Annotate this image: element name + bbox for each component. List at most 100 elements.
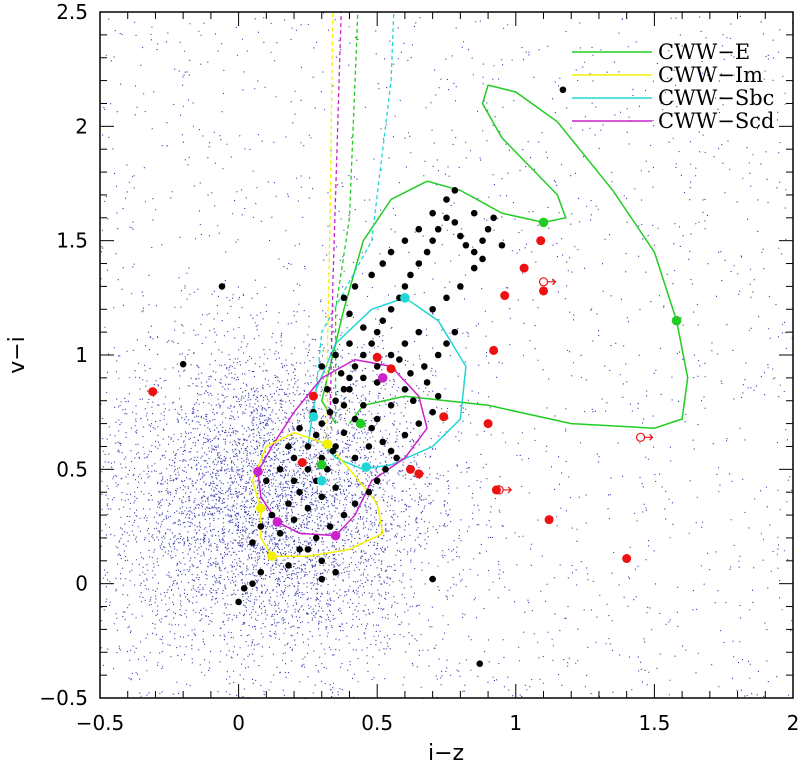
track-dashed-e	[334, 11, 359, 424]
black-point	[429, 408, 436, 416]
x-tick-label: 1.5	[638, 711, 670, 735]
black-point	[235, 598, 242, 606]
black-point	[379, 317, 387, 325]
black-point	[326, 523, 334, 530]
black-point	[346, 386, 353, 393]
black-point	[373, 477, 381, 485]
black-point	[324, 386, 331, 393]
black-point	[318, 454, 326, 462]
limit-arrow-marker	[494, 485, 513, 495]
black-point	[387, 351, 395, 359]
black-point	[379, 260, 387, 267]
black-point	[429, 237, 436, 244]
x-tick-label: 0	[232, 711, 245, 735]
track-marker-e	[316, 459, 327, 470]
black-point	[346, 340, 353, 347]
black-point	[346, 310, 353, 318]
black-point	[451, 219, 459, 226]
black-point	[396, 356, 403, 363]
black-point	[296, 424, 303, 432]
x-tick-label: 1	[509, 711, 522, 735]
black-point	[407, 271, 414, 279]
black-point	[240, 584, 248, 592]
track-dashed-sbc	[312, 11, 395, 417]
limit-arrow	[644, 433, 654, 441]
black-point	[387, 248, 395, 256]
red-point	[372, 352, 382, 362]
black-point	[304, 466, 312, 473]
black-point	[443, 294, 450, 302]
black-point	[332, 484, 339, 491]
black-point	[373, 415, 381, 423]
track-dashed-im	[326, 11, 334, 445]
black-point	[329, 447, 337, 455]
black-point	[559, 86, 567, 94]
black-point	[443, 214, 450, 222]
track-marker-sbc	[316, 475, 327, 486]
track-marker-scd	[377, 373, 388, 383]
black-point	[443, 196, 450, 203]
black-point	[421, 363, 428, 370]
red-point	[539, 286, 549, 296]
black-point	[304, 546, 312, 553]
black-point	[360, 351, 367, 359]
black-point	[318, 363, 326, 370]
black-point	[401, 386, 409, 393]
black-point	[451, 328, 459, 336]
x-tick-label: 0.5	[361, 711, 393, 735]
limit-arrow	[503, 486, 513, 494]
black-point	[340, 386, 348, 393]
background-point-cloud	[100, 12, 794, 700]
y-tick-label: 2.5	[56, 0, 88, 24]
black-point	[429, 305, 436, 313]
black-point	[257, 523, 265, 530]
black-point	[401, 340, 409, 347]
black-point	[285, 500, 292, 507]
red-point	[544, 515, 554, 525]
track-marker-scd	[272, 517, 283, 527]
black-point	[318, 420, 326, 427]
black-point	[387, 447, 395, 455]
track-marker-im	[322, 439, 333, 449]
black-point	[401, 431, 409, 439]
black-point	[451, 187, 459, 194]
black-point	[285, 562, 292, 569]
black-point	[470, 248, 478, 256]
limit-arrow	[547, 278, 557, 286]
black-point	[351, 363, 359, 370]
black-point	[318, 493, 326, 501]
x-axis-title: i−z	[428, 741, 464, 766]
x-tick-label: 2	[787, 711, 800, 735]
black-point	[470, 264, 478, 272]
red-point	[297, 457, 307, 467]
black-point	[332, 351, 339, 359]
track-marker-e	[538, 217, 549, 228]
red-point	[405, 464, 415, 474]
black-point	[484, 225, 492, 233]
black-point	[360, 374, 367, 382]
black-point	[360, 324, 367, 331]
black-point	[249, 539, 256, 546]
black-point	[407, 369, 414, 377]
black-point	[351, 283, 359, 290]
black-point	[415, 420, 423, 427]
black-point	[340, 429, 348, 437]
y-tick-label: 1	[75, 343, 88, 367]
legend-label: CWW−Scd	[658, 109, 774, 133]
y-tick-label: 2	[75, 114, 88, 138]
black-point	[351, 454, 359, 462]
black-point	[290, 516, 298, 523]
black-point	[360, 402, 367, 409]
track-dashed-scd	[329, 11, 342, 420]
black-point	[285, 443, 292, 450]
black-point	[434, 392, 442, 400]
black-point	[337, 369, 345, 377]
y-tick-label: 0	[75, 572, 88, 596]
black-point	[296, 488, 303, 496]
black-point	[415, 328, 423, 336]
black-point	[340, 511, 348, 519]
black-point	[290, 477, 298, 485]
legend-label: CWW−Sbc	[658, 86, 774, 110]
black-point	[373, 328, 381, 336]
